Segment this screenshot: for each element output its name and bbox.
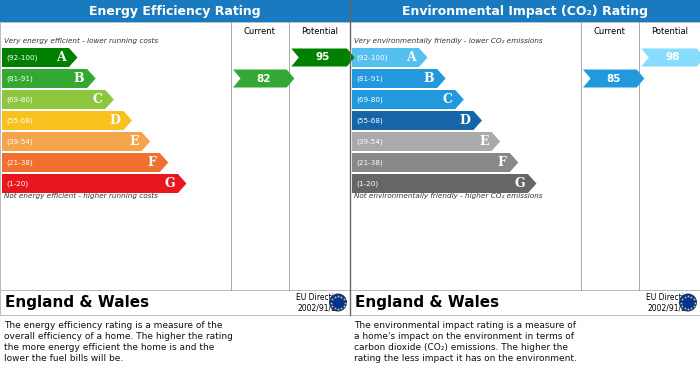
- Text: Very environmentally friendly - lower CO₂ emissions: Very environmentally friendly - lower CO…: [354, 38, 542, 44]
- Text: (92-100): (92-100): [6, 54, 37, 61]
- Text: (92-100): (92-100): [356, 54, 387, 61]
- Polygon shape: [352, 153, 518, 172]
- Circle shape: [329, 294, 347, 312]
- Text: B: B: [74, 72, 84, 85]
- Text: EU Directive
2002/91/EC: EU Directive 2002/91/EC: [296, 293, 344, 312]
- Text: Not environmentally friendly - higher CO₂ emissions: Not environmentally friendly - higher CO…: [354, 193, 542, 199]
- Text: Current: Current: [244, 27, 276, 36]
- Text: carbon dioxide (CO₂) emissions. The higher the: carbon dioxide (CO₂) emissions. The high…: [354, 343, 568, 352]
- Text: Not energy efficient - higher running costs: Not energy efficient - higher running co…: [4, 193, 158, 199]
- Polygon shape: [233, 70, 294, 88]
- Text: (81-91): (81-91): [6, 75, 33, 82]
- Text: (39-54): (39-54): [6, 138, 33, 145]
- Text: E: E: [479, 135, 489, 148]
- Bar: [350, 22, 700, 290]
- Text: a home's impact on the environment in terms of: a home's impact on the environment in te…: [354, 332, 574, 341]
- Text: England & Wales: England & Wales: [355, 295, 499, 310]
- Text: rating the less impact it has on the environment.: rating the less impact it has on the env…: [354, 354, 577, 363]
- Text: C: C: [442, 93, 452, 106]
- Text: E: E: [129, 135, 139, 148]
- Bar: [350, 290, 700, 315]
- Polygon shape: [2, 69, 96, 88]
- Bar: [0, 290, 350, 315]
- Text: EU Directive
2002/91/EC: EU Directive 2002/91/EC: [646, 293, 694, 312]
- Polygon shape: [2, 48, 78, 67]
- Text: (21-38): (21-38): [6, 159, 33, 166]
- Bar: [0, 22, 350, 290]
- Polygon shape: [641, 48, 700, 66]
- Text: C: C: [92, 93, 102, 106]
- Text: F: F: [498, 156, 507, 169]
- Text: (69-80): (69-80): [6, 96, 33, 103]
- Text: England & Wales: England & Wales: [5, 295, 149, 310]
- Text: (55-68): (55-68): [356, 117, 383, 124]
- Polygon shape: [2, 111, 132, 130]
- Text: Environmental Impact (CO₂) Rating: Environmental Impact (CO₂) Rating: [402, 5, 648, 18]
- Text: B: B: [424, 72, 434, 85]
- Text: the more energy efficient the home is and the: the more energy efficient the home is an…: [4, 343, 214, 352]
- Text: overall efficiency of a home. The higher the rating: overall efficiency of a home. The higher…: [4, 332, 233, 341]
- Text: Potential: Potential: [651, 27, 688, 36]
- Polygon shape: [583, 70, 644, 88]
- Text: Very energy efficient - lower running costs: Very energy efficient - lower running co…: [4, 38, 158, 44]
- Circle shape: [679, 294, 697, 312]
- Polygon shape: [2, 153, 168, 172]
- Text: Potential: Potential: [301, 27, 338, 36]
- Polygon shape: [2, 174, 186, 193]
- Text: A: A: [56, 51, 66, 64]
- Bar: [0, 0, 350, 22]
- Text: (1-20): (1-20): [6, 180, 28, 187]
- Polygon shape: [352, 132, 500, 151]
- Text: Current: Current: [594, 27, 626, 36]
- Text: 85: 85: [606, 74, 621, 84]
- Text: D: D: [460, 114, 470, 127]
- Text: lower the fuel bills will be.: lower the fuel bills will be.: [4, 354, 123, 363]
- Bar: [350, 0, 700, 22]
- Text: 95: 95: [316, 52, 330, 63]
- Text: D: D: [110, 114, 120, 127]
- Text: A: A: [406, 51, 416, 64]
- Text: 82: 82: [256, 74, 271, 84]
- Text: G: G: [164, 177, 175, 190]
- Text: Energy Efficiency Rating: Energy Efficiency Rating: [89, 5, 261, 18]
- Text: G: G: [514, 177, 525, 190]
- Text: The environmental impact rating is a measure of: The environmental impact rating is a mea…: [354, 321, 576, 330]
- Polygon shape: [2, 132, 150, 151]
- Text: (21-38): (21-38): [356, 159, 383, 166]
- Polygon shape: [352, 111, 482, 130]
- Polygon shape: [352, 69, 446, 88]
- Polygon shape: [352, 48, 428, 67]
- Polygon shape: [2, 90, 114, 109]
- Text: The energy efficiency rating is a measure of the: The energy efficiency rating is a measur…: [4, 321, 223, 330]
- Polygon shape: [352, 90, 464, 109]
- Polygon shape: [291, 48, 355, 66]
- Text: (1-20): (1-20): [356, 180, 378, 187]
- Text: (69-80): (69-80): [356, 96, 383, 103]
- Polygon shape: [352, 174, 536, 193]
- Text: F: F: [148, 156, 157, 169]
- Text: (39-54): (39-54): [356, 138, 383, 145]
- Text: (81-91): (81-91): [356, 75, 383, 82]
- Text: (55-68): (55-68): [6, 117, 33, 124]
- Text: 98: 98: [666, 52, 680, 63]
